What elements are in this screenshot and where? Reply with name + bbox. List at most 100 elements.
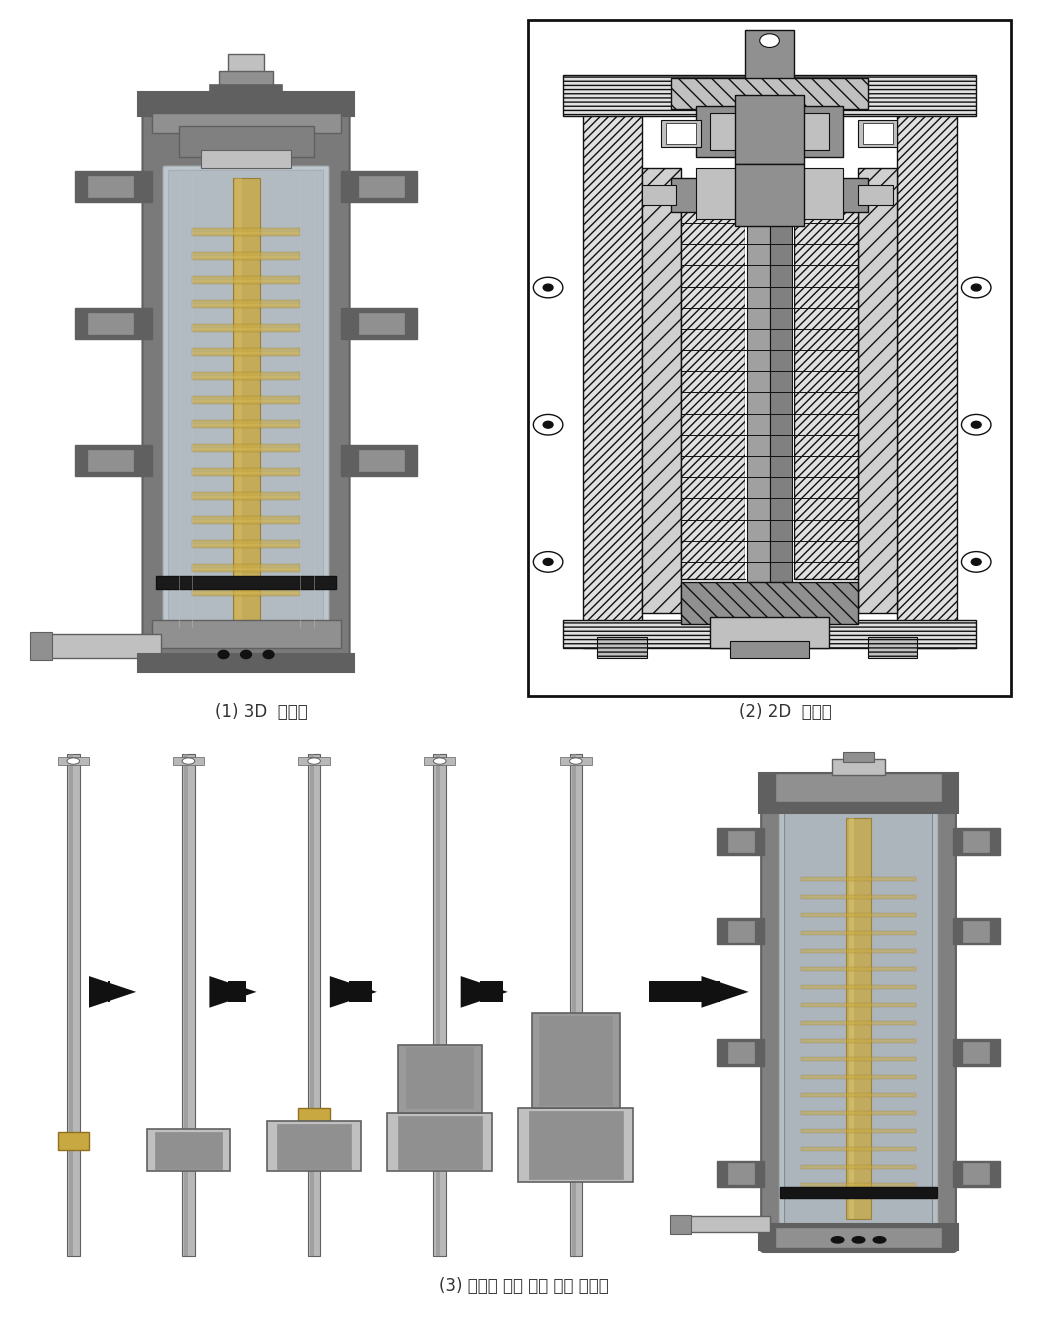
Bar bbox=[192, 352, 300, 355]
Bar bbox=[267, 1121, 361, 1171]
Bar bbox=[192, 232, 300, 235]
FancyBboxPatch shape bbox=[779, 783, 938, 1242]
Bar bbox=[744, 30, 794, 82]
Bar bbox=[433, 754, 446, 1256]
Bar bbox=[868, 637, 917, 658]
Bar bbox=[192, 400, 300, 402]
Bar bbox=[801, 877, 916, 881]
Bar bbox=[832, 758, 885, 774]
Bar bbox=[298, 757, 330, 765]
Bar bbox=[228, 54, 264, 75]
Bar bbox=[801, 1165, 916, 1169]
Bar bbox=[88, 451, 134, 471]
Bar bbox=[801, 931, 916, 935]
Circle shape bbox=[182, 758, 195, 764]
Circle shape bbox=[543, 558, 553, 566]
Text: (2) 2D  내부도: (2) 2D 내부도 bbox=[739, 703, 831, 721]
Bar bbox=[953, 918, 1000, 944]
Bar bbox=[801, 1039, 916, 1043]
Bar bbox=[695, 106, 843, 157]
Bar bbox=[152, 620, 340, 648]
Bar bbox=[192, 419, 300, 429]
Bar bbox=[192, 327, 300, 330]
Bar bbox=[406, 1047, 473, 1108]
Bar bbox=[235, 178, 242, 624]
Bar bbox=[192, 447, 300, 451]
Bar bbox=[963, 921, 989, 942]
Bar bbox=[780, 1187, 937, 1198]
FancyBboxPatch shape bbox=[761, 774, 956, 1252]
Bar bbox=[735, 95, 804, 164]
Bar bbox=[670, 1215, 691, 1233]
Circle shape bbox=[433, 758, 446, 764]
Circle shape bbox=[533, 551, 563, 572]
Bar bbox=[717, 918, 764, 944]
Polygon shape bbox=[89, 976, 136, 1008]
Circle shape bbox=[961, 551, 990, 572]
Bar bbox=[192, 472, 300, 475]
Circle shape bbox=[218, 650, 229, 658]
Bar bbox=[340, 171, 417, 202]
Bar bbox=[192, 588, 300, 596]
Bar bbox=[58, 757, 89, 765]
Bar bbox=[88, 177, 134, 197]
Bar bbox=[192, 323, 300, 332]
Bar bbox=[775, 773, 942, 802]
Circle shape bbox=[961, 414, 990, 435]
Bar bbox=[671, 78, 868, 109]
Bar bbox=[801, 1148, 916, 1151]
Bar bbox=[794, 185, 859, 579]
Bar bbox=[359, 177, 404, 197]
Bar bbox=[801, 1093, 916, 1097]
Bar bbox=[436, 754, 440, 1256]
Bar bbox=[219, 71, 273, 88]
Bar bbox=[192, 423, 300, 426]
Circle shape bbox=[972, 421, 981, 429]
Bar bbox=[801, 1021, 916, 1025]
Bar bbox=[846, 818, 871, 1219]
Bar bbox=[138, 654, 354, 671]
Bar bbox=[75, 446, 152, 476]
Bar bbox=[744, 185, 794, 579]
Bar bbox=[424, 757, 455, 765]
Bar bbox=[963, 1042, 989, 1063]
Circle shape bbox=[533, 414, 563, 435]
Bar bbox=[748, 157, 770, 637]
Bar bbox=[801, 1075, 916, 1079]
Bar bbox=[340, 309, 417, 339]
Bar bbox=[801, 913, 916, 917]
FancyBboxPatch shape bbox=[785, 786, 933, 1240]
Bar bbox=[572, 754, 576, 1256]
Bar bbox=[529, 1111, 623, 1179]
Bar bbox=[518, 1108, 633, 1182]
Bar bbox=[801, 1111, 916, 1115]
Bar bbox=[859, 120, 897, 146]
Bar bbox=[192, 276, 300, 284]
Bar bbox=[728, 1163, 754, 1184]
Bar bbox=[192, 376, 300, 379]
Bar bbox=[210, 86, 282, 103]
Bar bbox=[532, 1013, 620, 1108]
Bar bbox=[192, 563, 300, 572]
Circle shape bbox=[533, 277, 563, 298]
Bar bbox=[192, 280, 300, 282]
Bar bbox=[717, 1039, 764, 1066]
Bar bbox=[155, 1132, 222, 1169]
Bar bbox=[801, 1129, 916, 1133]
Circle shape bbox=[67, 758, 80, 764]
Bar bbox=[730, 641, 809, 658]
Bar bbox=[30, 632, 52, 660]
Bar bbox=[156, 575, 336, 590]
Bar bbox=[662, 120, 700, 146]
Bar bbox=[711, 112, 828, 150]
Polygon shape bbox=[461, 976, 508, 1008]
Bar bbox=[398, 1045, 482, 1113]
Bar bbox=[563, 620, 976, 648]
Circle shape bbox=[570, 758, 582, 764]
Bar bbox=[178, 127, 314, 157]
Bar bbox=[67, 754, 80, 1256]
Bar bbox=[192, 492, 300, 500]
Bar bbox=[192, 539, 300, 549]
Bar bbox=[192, 299, 300, 309]
Bar bbox=[232, 178, 260, 624]
